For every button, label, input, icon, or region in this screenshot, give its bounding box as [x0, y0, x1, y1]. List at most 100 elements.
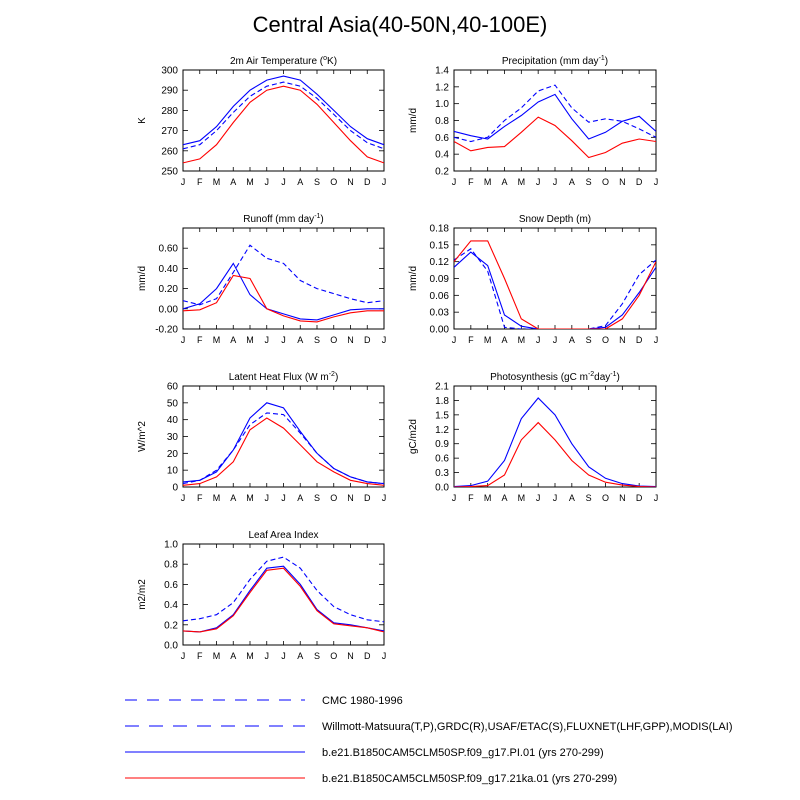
x-tick-label: O — [602, 177, 609, 187]
x-tick-label: S — [314, 177, 320, 187]
x-tick-label: J — [382, 493, 387, 503]
y-tick-label: 0.6 — [164, 580, 178, 591]
plot-frame — [182, 69, 385, 172]
series-line-obs — [454, 84, 656, 143]
x-tick-label: O — [330, 651, 337, 661]
y-tick-label: 0.2 — [435, 167, 449, 178]
x-tick-label: J — [553, 335, 558, 345]
y-tick-label: 300 — [161, 66, 178, 77]
y-tick-label: 1.8 — [435, 396, 449, 407]
x-tick-label: O — [330, 493, 337, 503]
panel-title: Precipitation (mm day-1) — [502, 55, 608, 67]
x-tick-label: J — [382, 177, 387, 187]
series-line-obs — [183, 244, 384, 306]
y-tick-label: 0.15 — [430, 240, 450, 251]
x-tick-label: M — [246, 651, 254, 661]
x-tick-label: J — [553, 493, 558, 503]
x-tick-label: J — [452, 335, 457, 345]
x-tick-label: N — [347, 177, 354, 187]
x-tick-label: O — [330, 335, 337, 345]
x-tick-label: M — [213, 493, 221, 503]
x-tick-label: D — [364, 177, 371, 187]
x-tick-label: A — [569, 493, 575, 503]
y-tick-label: 0.0 — [435, 483, 449, 494]
x-tick-label: J — [536, 177, 541, 187]
legend-label: CMC 1980-1996 — [322, 695, 403, 707]
x-tick-label: J — [382, 651, 387, 661]
series-line-pi — [454, 251, 656, 329]
x-tick-label: D — [364, 493, 371, 503]
x-tick-label: N — [619, 493, 626, 503]
y-axis-label: W/m^2 — [137, 421, 148, 452]
x-tick-label: M — [484, 493, 492, 503]
y-tick-label: 0.06 — [430, 291, 450, 302]
panel-title: Runoff (mm day-1) — [243, 213, 324, 225]
y-tick-label: 280 — [161, 106, 178, 117]
y-tick-label: 0.40 — [159, 264, 179, 275]
x-tick-label: D — [636, 493, 643, 503]
y-tick-label: 0.0 — [164, 641, 178, 652]
x-tick-label: M — [518, 335, 526, 345]
x-tick-label: J — [281, 177, 286, 187]
y-tick-label: 260 — [161, 146, 178, 157]
x-tick-label: S — [586, 335, 592, 345]
y-tick-label: 0.9 — [435, 439, 449, 450]
x-tick-label: A — [501, 493, 507, 503]
panel-title: 2m Air Temperature (oK) — [230, 55, 337, 67]
x-tick-label: O — [602, 335, 609, 345]
y-tick-label: 30 — [167, 432, 179, 443]
series-line-ka — [183, 85, 384, 164]
series-line-pi — [454, 397, 656, 487]
series-line-ka — [183, 274, 384, 323]
y-axis-label: m2/m2 — [137, 579, 148, 610]
x-tick-label: J — [181, 335, 186, 345]
legend-item-willmott: Willmott-Matsuura(T,P),GRDC(R),USAF/ETAC… — [125, 721, 733, 733]
series-line-pi — [183, 565, 384, 633]
x-tick-label: F — [197, 651, 203, 661]
series-line-pi — [183, 262, 384, 321]
y-tick-label: 20 — [167, 449, 179, 460]
x-tick-label: J — [265, 493, 270, 503]
x-tick-label: F — [197, 177, 203, 187]
x-tick-label: J — [452, 177, 457, 187]
y-tick-label: 10 — [167, 466, 179, 477]
panel-latent-heat-flux: Latent Heat Flux (W m-2)J F M A M J J A S O N D J010… — [137, 371, 386, 503]
x-tick-label: A — [230, 335, 236, 345]
series-line-ka — [454, 421, 656, 487]
x-tick-label: S — [314, 651, 320, 661]
plot-frame — [453, 385, 657, 488]
series-line-pi — [454, 93, 656, 140]
x-tick-label: F — [468, 177, 474, 187]
panel-title: Photosynthesis (gC m-2day-1) — [490, 371, 620, 383]
y-tick-label: 1.0 — [435, 99, 449, 110]
x-tick-label: A — [230, 651, 236, 661]
y-tick-label: 0.60 — [159, 244, 179, 255]
y-tick-label: 0.18 — [430, 224, 450, 235]
x-tick-label: J — [452, 493, 457, 503]
y-tick-label: 0.03 — [430, 308, 450, 319]
x-tick-label: J — [654, 177, 659, 187]
x-tick-label: J — [553, 177, 558, 187]
y-tick-label: 270 — [161, 126, 178, 137]
y-tick-label: 0.00 — [159, 304, 179, 315]
x-tick-label: M — [213, 651, 221, 661]
y-tick-label: 0.00 — [430, 325, 450, 336]
x-tick-label: J — [281, 493, 286, 503]
y-tick-label: 0.12 — [430, 257, 450, 268]
y-tick-label: 0.2 — [164, 620, 178, 631]
x-tick-label: O — [602, 493, 609, 503]
x-tick-label: S — [586, 177, 592, 187]
y-tick-label: 1.5 — [435, 410, 449, 421]
x-tick-label: J — [654, 493, 659, 503]
x-tick-label: J — [536, 493, 541, 503]
y-axis-label: mm/d — [408, 108, 419, 133]
x-tick-label: M — [484, 177, 492, 187]
y-tick-label: 1.0 — [164, 540, 178, 551]
x-tick-label: F — [468, 493, 474, 503]
x-tick-label: D — [364, 335, 371, 345]
y-tick-label: 2.1 — [435, 382, 449, 393]
y-tick-label: -0.20 — [155, 325, 178, 336]
x-tick-label: J — [265, 651, 270, 661]
x-tick-label: J — [654, 335, 659, 345]
